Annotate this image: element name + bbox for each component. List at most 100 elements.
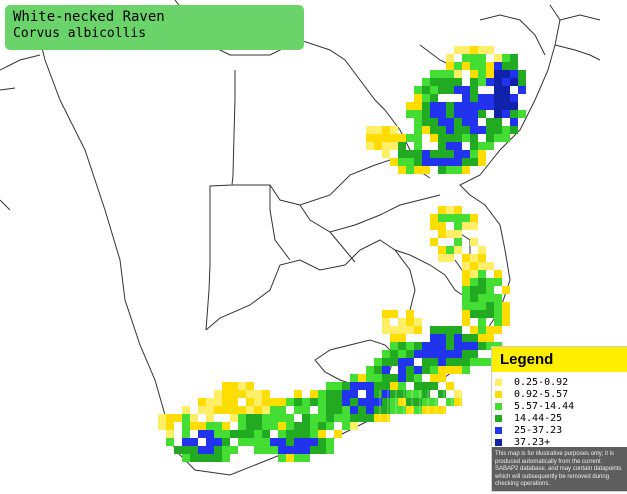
abundance-cell xyxy=(382,326,390,334)
abundance-cell xyxy=(462,278,470,286)
abundance-cell xyxy=(302,446,310,454)
abundance-cell xyxy=(438,126,446,134)
abundance-cell xyxy=(374,142,382,150)
abundance-cell xyxy=(422,166,430,174)
abundance-cell xyxy=(318,422,326,430)
abundance-cell xyxy=(470,142,478,150)
abundance-cell xyxy=(262,430,270,438)
abundance-cell xyxy=(270,438,278,446)
abundance-cell xyxy=(254,438,262,446)
abundance-cell xyxy=(438,150,446,158)
abundance-cell xyxy=(422,150,430,158)
legend-swatch xyxy=(495,438,502,446)
abundance-cell xyxy=(494,118,502,126)
abundance-cell xyxy=(430,134,438,142)
abundance-cell xyxy=(334,398,342,406)
abundance-cell xyxy=(478,254,486,262)
abundance-cell xyxy=(398,406,406,414)
abundance-cell xyxy=(510,102,518,110)
abundance-cell xyxy=(470,46,478,54)
abundance-cell xyxy=(470,78,478,86)
abundance-cell xyxy=(390,334,398,342)
abundance-cell xyxy=(502,110,510,118)
abundance-cell xyxy=(446,150,454,158)
abundance-cell xyxy=(326,398,334,406)
abundance-cell xyxy=(454,158,462,166)
abundance-cell xyxy=(430,350,438,358)
abundance-cell xyxy=(422,78,430,86)
abundance-cell xyxy=(470,62,478,70)
abundance-cell xyxy=(430,382,438,390)
abundance-cell xyxy=(382,390,390,398)
abundance-cell xyxy=(438,254,446,262)
abundance-cell xyxy=(382,366,390,374)
abundance-cell xyxy=(510,126,518,134)
abundance-cell xyxy=(406,350,414,358)
abundance-cell xyxy=(166,438,174,446)
abundance-cell xyxy=(374,382,382,390)
abundance-cell xyxy=(422,390,430,398)
abundance-cell xyxy=(486,294,494,302)
abundance-cell xyxy=(502,62,510,70)
abundance-cell xyxy=(398,358,406,366)
abundance-cell xyxy=(398,334,406,342)
abundance-cell xyxy=(214,446,222,454)
abundance-cell xyxy=(374,126,382,134)
abundance-cell xyxy=(446,230,454,238)
abundance-cell xyxy=(470,350,478,358)
abundance-cell xyxy=(350,374,358,382)
abundance-cell xyxy=(470,126,478,134)
abundance-cell xyxy=(454,86,462,94)
abundance-cell xyxy=(454,206,462,214)
abundance-cell xyxy=(382,150,390,158)
abundance-cell xyxy=(398,326,406,334)
abundance-cell xyxy=(358,398,366,406)
abundance-cell xyxy=(230,390,238,398)
abundance-cell xyxy=(518,110,526,118)
legend-label: 0.92-5.57 xyxy=(514,388,569,400)
abundance-cell xyxy=(406,110,414,118)
abundance-cell xyxy=(302,406,310,414)
abundance-cell xyxy=(198,398,206,406)
abundance-cell xyxy=(310,414,318,422)
abundance-cell xyxy=(294,422,302,430)
legend-item: 14.44-25 xyxy=(495,412,627,424)
abundance-cell xyxy=(390,350,398,358)
abundance-cell xyxy=(518,86,526,94)
abundance-cell xyxy=(454,150,462,158)
abundance-cell xyxy=(486,142,494,150)
abundance-cell xyxy=(470,326,478,334)
abundance-cell xyxy=(494,62,502,70)
abundance-cell xyxy=(366,406,374,414)
abundance-cell xyxy=(382,310,390,318)
abundance-cell xyxy=(350,414,358,422)
abundance-cell xyxy=(214,398,222,406)
abundance-cell xyxy=(214,454,222,462)
abundance-cell xyxy=(478,270,486,278)
abundance-cell xyxy=(190,438,198,446)
abundance-cell xyxy=(206,422,214,430)
abundance-cell xyxy=(462,102,470,110)
abundance-cell xyxy=(278,454,286,462)
abundance-cell xyxy=(486,310,494,318)
abundance-cell xyxy=(470,54,478,62)
abundance-cell xyxy=(446,70,454,78)
abundance-cell xyxy=(510,78,518,86)
abundance-cell xyxy=(382,406,390,414)
abundance-cell xyxy=(446,254,454,262)
abundance-cell xyxy=(262,398,270,406)
abundance-cell xyxy=(446,118,454,126)
abundance-cell xyxy=(222,430,230,438)
abundance-cell xyxy=(382,358,390,366)
abundance-cell xyxy=(414,134,422,142)
abundance-cell xyxy=(446,382,454,390)
abundance-cell xyxy=(294,406,302,414)
abundance-cell xyxy=(470,254,478,262)
abundance-cell xyxy=(246,438,254,446)
abundance-cell xyxy=(182,414,190,422)
abundance-cell xyxy=(430,78,438,86)
abundance-cell xyxy=(342,414,350,422)
abundance-cell xyxy=(438,86,446,94)
